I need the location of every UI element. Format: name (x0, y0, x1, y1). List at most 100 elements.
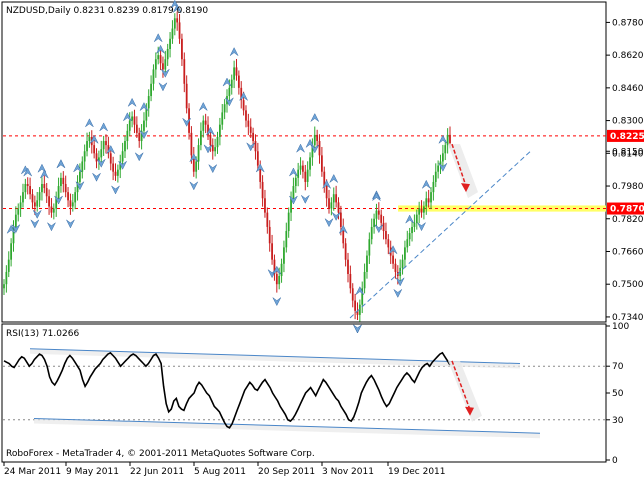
candle-body (245, 110, 247, 121)
candle-body (105, 141, 107, 146)
rsi-channel-lower-shadow (34, 418, 540, 439)
candle-body (278, 276, 281, 285)
fractal-down-icon (32, 210, 42, 219)
candle-body (166, 48, 169, 60)
fractal-up-icon (153, 33, 163, 42)
fractal-down-icon (324, 218, 334, 228)
candle-body (79, 171, 81, 182)
candle-body (50, 206, 53, 213)
candle-body (43, 183, 46, 189)
watermark: RoboForex - MetaTrader 4, © 2001-2011 Me… (6, 449, 315, 459)
candle-body (368, 239, 371, 256)
candle-body (83, 151, 86, 162)
candle-body (52, 208, 55, 213)
candle-body (152, 69, 155, 84)
candle-body (112, 163, 115, 172)
candle-body (294, 177, 297, 187)
candle-body (57, 186, 60, 199)
fractal-down-icon (417, 222, 426, 232)
candle-body (192, 155, 195, 172)
candle-body (441, 153, 444, 162)
candle-body (121, 151, 124, 162)
candle-body (361, 288, 364, 305)
fractal-up-icon (255, 163, 265, 173)
candle-body (10, 243, 13, 260)
candle-body (434, 171, 437, 182)
candle-body (375, 210, 378, 219)
candle-body (12, 226, 15, 244)
fractal-down-icon (246, 142, 255, 152)
candle-body (427, 198, 430, 203)
candle-body (135, 124, 138, 133)
candle-body (349, 273, 352, 289)
candle-body (413, 222, 416, 227)
candle-body (408, 233, 411, 240)
rsi-panel-frame (1, 323, 607, 463)
candle-body (330, 202, 333, 209)
candle-body (164, 59, 167, 70)
candle-body (171, 28, 174, 39)
candle-body (147, 96, 150, 109)
candle-body (204, 120, 207, 125)
fractal-up-icon (405, 214, 414, 224)
candle-body (7, 259, 10, 272)
fractal-up-icon (355, 286, 365, 295)
candle-body (328, 198, 330, 209)
candle-body (55, 198, 58, 209)
candle-body (178, 22, 181, 39)
fractal-up-icon (339, 224, 348, 234)
candle-body (344, 243, 347, 260)
candle-body (283, 247, 285, 264)
candle-body (71, 202, 74, 207)
price-y-tick-label: 0.7660 (612, 247, 644, 257)
fractal-up-icon (139, 102, 149, 111)
candle-body (280, 263, 283, 277)
candle-body (299, 165, 302, 170)
rsi-forecast-arrow-shadow (448, 360, 482, 422)
candle-body (394, 263, 397, 272)
fractal-down-icon (395, 277, 405, 287)
candle-body (318, 141, 321, 156)
candle-body (271, 243, 273, 260)
fractal-up-icon (329, 173, 338, 183)
candle-body (173, 18, 176, 29)
fractal-up-icon (106, 144, 115, 154)
candle-body (29, 186, 31, 195)
candle-body (133, 116, 136, 125)
price-forecast-arrow (451, 143, 467, 187)
candle-body (332, 194, 335, 203)
candle-body (325, 186, 328, 199)
candle-body (437, 165, 440, 172)
fractal-up-icon (438, 134, 448, 144)
candle-body (3, 284, 5, 289)
fractal-down-icon (374, 224, 384, 234)
candle-body (128, 120, 131, 131)
candle-body (64, 183, 67, 193)
price-y-tick-label: 0.8620 (612, 51, 644, 61)
candle-body (347, 259, 349, 274)
candle-body (275, 273, 278, 285)
candle-body (38, 192, 41, 201)
candle-body (169, 38, 171, 49)
rsi-y-tick-label: 100 (612, 322, 629, 332)
fractal-down-icon (75, 181, 85, 191)
candle-body (107, 145, 110, 154)
candle-body (60, 177, 62, 187)
candle-body (316, 134, 319, 142)
candle-body (233, 67, 236, 80)
candle-body (157, 55, 160, 60)
candle-body (145, 108, 148, 121)
candle-body (401, 259, 404, 268)
candle-body (33, 202, 36, 207)
candle-body (287, 212, 290, 232)
candle-body (285, 231, 288, 248)
candle-body (181, 38, 183, 60)
candle-body (247, 120, 250, 127)
candle-body (93, 145, 96, 154)
rsi-line (3, 351, 451, 429)
candle-body (354, 300, 357, 311)
fractal-down-icon (272, 297, 282, 307)
fractal-up-icon (422, 179, 431, 189)
candle-body (387, 239, 390, 248)
price-y-tick-label: 0.7820 (612, 215, 644, 225)
